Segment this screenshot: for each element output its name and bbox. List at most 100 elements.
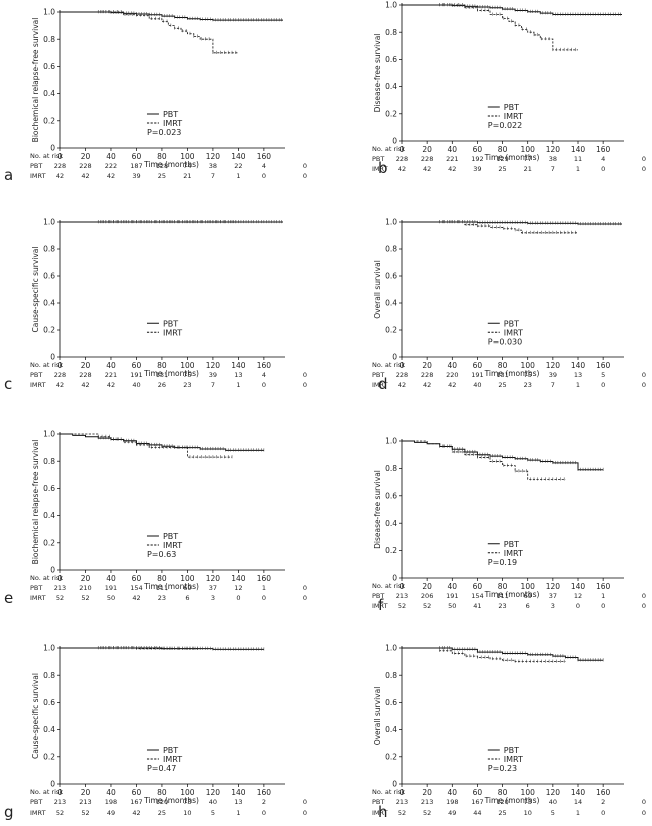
y-axis-title: Disease-free survival	[373, 470, 382, 549]
y-tick-label: 0.4	[43, 511, 55, 520]
risk-count: 52	[398, 602, 406, 610]
x-tick-label: 120	[546, 361, 561, 370]
y-tick-label: 0.4	[385, 82, 397, 91]
risk-count: 12	[574, 592, 582, 600]
y-tick-label: 0	[392, 137, 397, 146]
risk-count: 1	[576, 381, 580, 389]
legend-label-pbt: PBT	[504, 746, 519, 755]
risk-count: 11	[574, 155, 582, 163]
risk-count: 0	[303, 371, 307, 379]
risk-count: 228	[396, 371, 408, 379]
y-tick-label: 0.2	[385, 326, 397, 335]
risk-count: 39	[549, 371, 557, 379]
x-tick-label: 120	[206, 574, 221, 583]
risk-count: 13	[234, 798, 242, 806]
risk-count: 120	[156, 798, 168, 806]
y-tick-label: 1.0	[43, 8, 55, 17]
risk-count: 228	[421, 155, 433, 163]
risk-count: 40	[132, 381, 140, 389]
x-tick-label: 20	[81, 152, 91, 161]
x-tick-label: 80	[157, 788, 167, 797]
y-tick-label: 1.0	[385, 437, 397, 446]
risk-count: 4	[601, 155, 605, 163]
y-axis-title: Biochemical relapse-free survival	[31, 18, 40, 143]
y-tick-label: 0.8	[385, 28, 397, 37]
y-tick-label: 0.4	[43, 299, 55, 308]
risk-count: 0	[642, 798, 646, 806]
risk-count: 23	[498, 602, 506, 610]
risk-count: 221	[105, 371, 117, 379]
x-tick-label: 60	[473, 145, 483, 154]
y-tick-label: 0	[50, 780, 55, 789]
x-axis-title: Time (months)	[484, 369, 540, 378]
panel-letter: g	[4, 803, 14, 821]
risk-row-label: PBT	[372, 155, 384, 163]
x-tick-label: 120	[206, 361, 221, 370]
risk-count: 191	[471, 371, 483, 379]
y-tick-label: 0.2	[385, 546, 397, 555]
risk-count: 0	[303, 594, 307, 602]
risk-count: 213	[396, 798, 408, 806]
risk-count: 49	[107, 809, 115, 817]
x-tick-label: 0	[400, 361, 405, 370]
y-tick-label: 0.8	[385, 245, 397, 254]
x-tick-label: 80	[498, 145, 508, 154]
risk-count: 228	[54, 371, 66, 379]
legend-label-imrt: IMRT	[504, 328, 523, 337]
curve-pbt	[402, 440, 604, 471]
risk-count: 23	[158, 594, 166, 602]
x-tick-label: 40	[448, 582, 458, 591]
x-tick-label: 60	[132, 152, 142, 161]
x-axis-title: Time (months)	[484, 796, 540, 805]
risk-count: 191	[105, 584, 117, 592]
x-tick-label: 140	[571, 788, 586, 797]
x-axis-title: Time (months)	[484, 590, 540, 599]
curve-imrt	[402, 4, 578, 51]
x-tick-label: 0	[58, 574, 63, 583]
risk-row-label: PBT	[372, 371, 384, 379]
y-tick-label: 1.0	[43, 644, 55, 653]
risk-count: 10	[524, 809, 532, 817]
risk-count: 0	[303, 162, 307, 170]
panel-letter: a	[4, 166, 13, 184]
risk-header: No. at risk	[30, 788, 63, 796]
x-tick-label: 140	[231, 152, 246, 161]
risk-count: 42	[81, 381, 89, 389]
x-tick-label: 40	[448, 788, 458, 797]
p-value: P=0.19	[488, 558, 517, 567]
x-tick-label: 60	[473, 788, 483, 797]
x-tick-label: 120	[206, 152, 221, 161]
y-tick-label: 1.0	[43, 430, 55, 439]
risk-count: 52	[398, 809, 406, 817]
x-tick-label: 60	[473, 361, 483, 370]
x-tick-label: 60	[132, 788, 142, 797]
risk-count: 23	[183, 381, 191, 389]
risk-count: 25	[498, 381, 506, 389]
risk-count: 0	[303, 798, 307, 806]
legend-label-imrt: IMRT	[504, 755, 523, 764]
x-tick-label: 60	[473, 582, 483, 591]
risk-count: 44	[473, 809, 481, 817]
x-tick-label: 160	[257, 361, 272, 370]
y-axis-title: Cause-specific survival	[31, 673, 40, 759]
y-tick-label: 0.2	[385, 752, 397, 761]
x-tick-label: 160	[257, 152, 272, 161]
risk-count: 73	[183, 798, 191, 806]
x-axis-title: Time (months)	[143, 160, 199, 169]
risk-row-label: IMRT	[372, 381, 388, 389]
x-tick-label: 0	[400, 145, 405, 154]
x-axis-title: Time (months)	[143, 796, 199, 805]
y-axis-title: Biochemical relapse-free survival	[31, 440, 40, 565]
risk-count: 13	[234, 371, 242, 379]
risk-count: 0	[576, 602, 580, 610]
x-tick-label: 60	[132, 574, 142, 583]
risk-count: 0	[642, 381, 646, 389]
risk-count: 26	[158, 381, 166, 389]
y-tick-label: 0.6	[385, 698, 397, 707]
risk-count: 75	[183, 371, 191, 379]
x-tick-label: 0	[58, 788, 63, 797]
risk-count: 1	[236, 172, 240, 180]
risk-row-label: PBT	[30, 162, 42, 170]
risk-count: 4	[262, 371, 266, 379]
y-axis-title: Cause-specific survival	[31, 247, 40, 333]
